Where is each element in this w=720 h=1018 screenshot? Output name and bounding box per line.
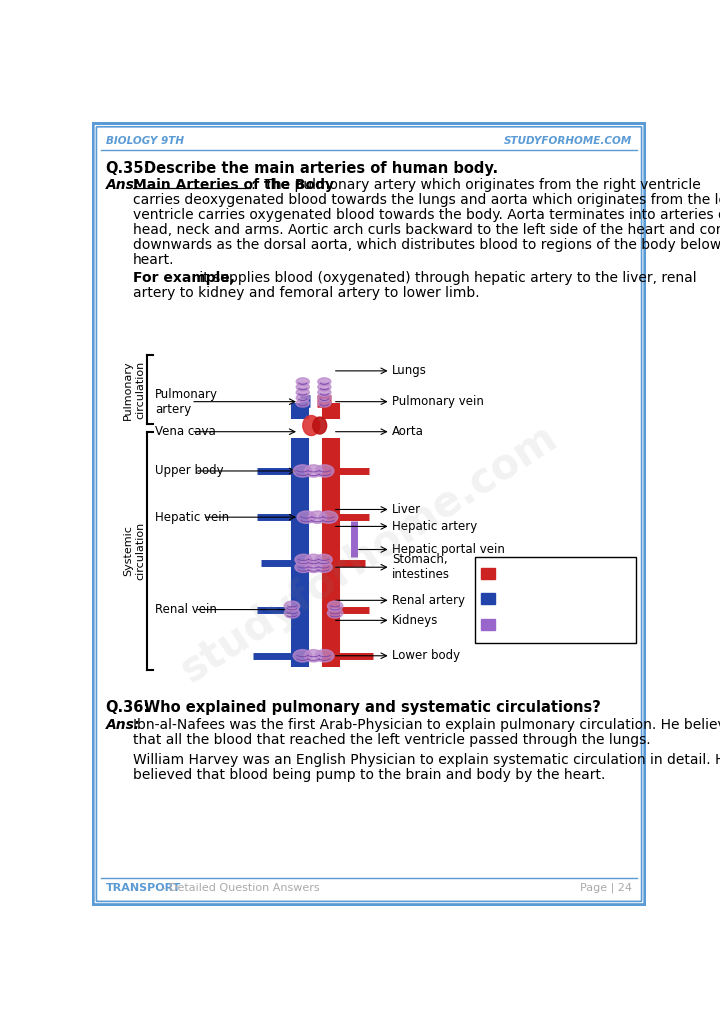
Text: it supplies blood (oxygenated) through hepatic artery to the liver, renal: it supplies blood (oxygenated) through h…: [195, 271, 697, 285]
Text: Renal vein: Renal vein: [155, 603, 217, 616]
Text: Renal artery: Renal artery: [392, 593, 465, 607]
Text: Systemic
circulation: Systemic circulation: [123, 521, 145, 580]
Text: Hepatic vein: Hepatic vein: [155, 511, 229, 523]
Text: carries deoxygenated blood towards the lungs and aorta which originates from the: carries deoxygenated blood towards the l…: [132, 192, 720, 207]
Ellipse shape: [305, 562, 322, 572]
Text: studyforhome.com: studyforhome.com: [173, 415, 565, 691]
Bar: [482, 593, 495, 604]
Bar: [482, 619, 495, 629]
Text: Main Arteries of the Body: Main Arteries of the Body: [132, 177, 333, 191]
Text: Stomach,
intestines: Stomach, intestines: [392, 553, 450, 581]
Text: STUDYFORHOME.COM: STUDYFORHOME.COM: [504, 135, 632, 146]
Text: Vessels transporting
deoxygenated blood: Vessels transporting deoxygenated blood: [500, 587, 606, 610]
Ellipse shape: [315, 465, 334, 477]
Text: William Harvey was an English Physician to explain systematic circulation in det: William Harvey was an English Physician …: [132, 752, 720, 767]
Ellipse shape: [296, 383, 310, 391]
Text: ventricle carries oxygenated blood towards the body. Aorta terminates into arter: ventricle carries oxygenated blood towar…: [132, 208, 720, 222]
Ellipse shape: [319, 511, 338, 523]
Text: Hepatic artery: Hepatic artery: [392, 520, 477, 532]
Text: Ans:: Ans:: [106, 718, 140, 732]
Ellipse shape: [295, 554, 312, 565]
Ellipse shape: [328, 601, 343, 611]
FancyBboxPatch shape: [93, 123, 645, 905]
Ellipse shape: [305, 554, 322, 565]
Text: Lungs: Lungs: [392, 364, 427, 378]
Text: Page | 24: Page | 24: [580, 883, 632, 893]
Ellipse shape: [296, 389, 310, 396]
Ellipse shape: [308, 511, 327, 523]
Text: artery to kidney and femoral artery to lower limb.: artery to kidney and femoral artery to l…: [132, 286, 480, 299]
Text: BIOLOGY 9TH: BIOLOGY 9TH: [106, 135, 184, 146]
Text: Upper body: Upper body: [155, 464, 224, 477]
Text: Ibn-al-Nafees was the first Arab-Physician to explain pulmonary circulation. He : Ibn-al-Nafees was the first Arab-Physici…: [132, 718, 720, 732]
Ellipse shape: [315, 562, 332, 572]
Ellipse shape: [305, 465, 323, 477]
Ellipse shape: [296, 378, 310, 386]
Text: heart.: heart.: [132, 252, 174, 267]
Ellipse shape: [315, 554, 332, 565]
Text: Pulmonary
circulation: Pulmonary circulation: [123, 360, 145, 419]
Ellipse shape: [293, 465, 312, 477]
Text: - Detailed Question Answers: - Detailed Question Answers: [158, 883, 320, 893]
Text: Q.35:: Q.35:: [106, 161, 150, 176]
Text: Vessels transporting
oxygenated blood: Vessels transporting oxygenated blood: [500, 562, 606, 584]
Text: Hepatic portal vein: Hepatic portal vein: [392, 543, 505, 556]
Ellipse shape: [296, 394, 310, 402]
Text: Q.36:: Q.36:: [106, 699, 150, 715]
Text: For example,: For example,: [132, 271, 235, 285]
Text: Pulmonary vein: Pulmonary vein: [392, 395, 484, 408]
Ellipse shape: [296, 399, 310, 407]
Ellipse shape: [297, 511, 315, 523]
Text: Aorta: Aorta: [392, 426, 424, 438]
Ellipse shape: [328, 608, 343, 618]
FancyBboxPatch shape: [96, 127, 642, 901]
Ellipse shape: [315, 649, 334, 662]
Ellipse shape: [295, 562, 312, 572]
Text: Liver: Liver: [392, 503, 421, 516]
Ellipse shape: [318, 383, 331, 391]
Text: :  The pulmonary artery which originates from the right ventricle: : The pulmonary artery which originates …: [251, 177, 701, 191]
Text: Vena cava: Vena cava: [155, 426, 216, 438]
Ellipse shape: [318, 389, 331, 396]
Text: Describe the main arteries of human body.: Describe the main arteries of human body…: [144, 161, 498, 176]
FancyBboxPatch shape: [475, 557, 636, 643]
Text: TRANSPORT: TRANSPORT: [106, 883, 181, 893]
Text: Pulmonary
artery: Pulmonary artery: [155, 388, 218, 415]
Bar: [482, 568, 495, 579]
Text: believed that blood being pump to the brain and body by the heart.: believed that blood being pump to the br…: [132, 768, 605, 782]
Ellipse shape: [284, 608, 300, 618]
Ellipse shape: [284, 601, 300, 611]
Ellipse shape: [312, 417, 327, 434]
Ellipse shape: [293, 649, 312, 662]
Text: Ans:: Ans:: [106, 177, 140, 191]
Ellipse shape: [318, 378, 331, 386]
Text: Lower body: Lower body: [392, 649, 460, 663]
Text: Who explained pulmonary and systematic circulations?: Who explained pulmonary and systematic c…: [144, 699, 601, 715]
Ellipse shape: [303, 415, 320, 436]
Text: downwards as the dorsal aorta, which distributes blood to regions of the body be: downwards as the dorsal aorta, which dis…: [132, 237, 720, 251]
Text: Vessels involved in
gas excange: Vessels involved in gas excange: [500, 613, 599, 635]
Ellipse shape: [318, 399, 331, 407]
Ellipse shape: [318, 394, 331, 402]
Text: head, neck and arms. Aortic arch curls backward to the left side of the heart an: head, neck and arms. Aortic arch curls b…: [132, 223, 720, 236]
Text: Kidneys: Kidneys: [392, 614, 438, 627]
Ellipse shape: [305, 649, 323, 662]
Text: that all the blood that reached the left ventricle passed through the lungs.: that all the blood that reached the left…: [132, 733, 650, 747]
